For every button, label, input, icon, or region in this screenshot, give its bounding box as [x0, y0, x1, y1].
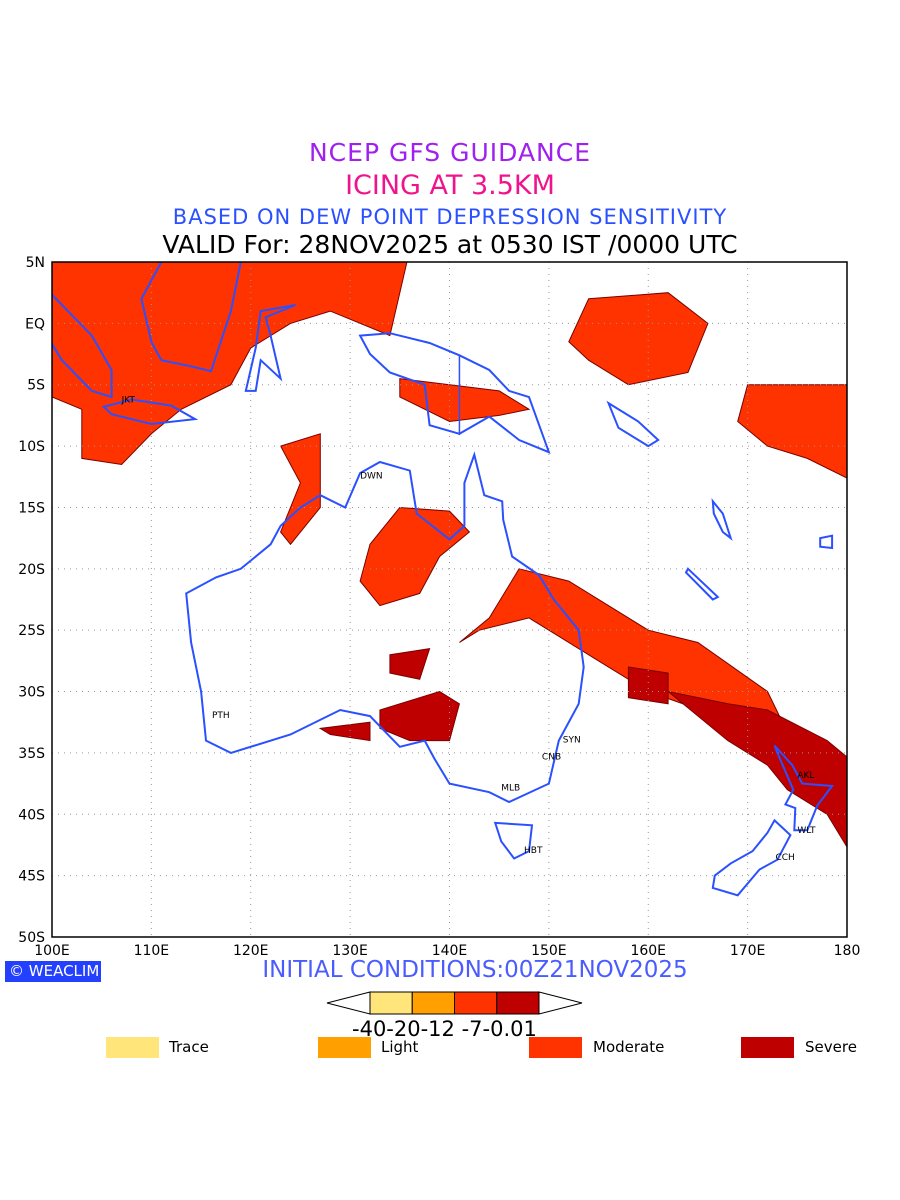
moderate-icing-area — [279, 433, 321, 546]
city-label-cch: CCH — [775, 853, 794, 863]
city-label-mlb: MLB — [501, 783, 520, 793]
fiji-coast — [819, 534, 834, 550]
lat-tick-label: 15S — [18, 500, 45, 516]
vanuatu-coast — [711, 498, 733, 541]
moderate-icing-area — [568, 292, 709, 386]
axis-labels: 100E 110E 120E 130E 140E 150E 160E 170E 180 5N EQ 5… — [18, 255, 860, 959]
city-label-akl: AKL — [797, 771, 814, 781]
lat-tick-label: 45S — [18, 869, 45, 885]
city-label-syn: SYN — [563, 735, 581, 745]
moderate-icing-area — [52, 262, 408, 466]
map-frame — [51, 261, 848, 938]
city-label-wlt: WLT — [797, 826, 816, 836]
lon-tick-label: 180 — [834, 943, 861, 959]
colorbar-low-arrow — [326, 991, 371, 1015]
nz-north-island-coast — [773, 744, 834, 832]
title-valid-time: VALID For: 28NOV2025 at 0530 IST /0000 U… — [162, 230, 738, 259]
moderate-icing-area — [359, 506, 471, 607]
title-product: ICING AT 3.5KM — [345, 170, 555, 201]
title-model: NCEP GFS GUIDANCE — [308, 138, 591, 167]
city-label-pth: PTH — [212, 711, 230, 721]
lat-tick-label: 25S — [18, 623, 45, 639]
lat-tick-label: EQ — [25, 316, 45, 332]
colorbar-high-arrow — [538, 991, 583, 1015]
borneo-coast — [140, 262, 242, 373]
legend-swatch-trace — [106, 1037, 159, 1058]
lon-tick-label: 170E — [730, 943, 766, 959]
legend-label-light: Light — [381, 1038, 419, 1056]
weaclim-logo: © WEACLIM — [5, 961, 101, 982]
severe-icing-area — [627, 666, 669, 705]
legend-label-moderate: Moderate — [593, 1038, 665, 1056]
lat-tick-label: 5N — [26, 255, 45, 271]
lat-tick-label: 35S — [18, 746, 45, 762]
city-label-hbt: HBT — [524, 846, 543, 856]
city-label-cnb: CNB — [542, 753, 561, 763]
australia-coast — [185, 451, 585, 804]
severe-icing-area — [379, 690, 460, 742]
lon-tick-label: 150E — [531, 943, 567, 959]
colorbar-box — [369, 991, 413, 1015]
java-coast — [101, 398, 199, 426]
moderate-icing-area — [399, 378, 531, 423]
sulawesi-coast — [244, 304, 296, 392]
lon-tick-label: 120E — [233, 943, 269, 959]
colorbar-labels: -40-20-12 -7-0.01 — [352, 1017, 537, 1041]
graticule — [52, 262, 847, 937]
lat-tick-label: 20S — [18, 562, 45, 578]
tasmania-coast — [493, 821, 534, 860]
new-caledonia-coast — [684, 567, 720, 601]
city-label-jkt: JKT — [121, 395, 136, 405]
lon-tick-label: 100E — [34, 943, 70, 959]
colorbar — [326, 991, 583, 1015]
title-method: BASED ON DEW POINT DEPRESSION SENSITIVIT… — [172, 205, 728, 229]
colorbar-box — [496, 991, 540, 1015]
lat-tick-label: 50S — [18, 930, 45, 946]
coastlines — [52, 262, 834, 897]
city-label-dwn: DWN — [360, 472, 383, 482]
colorbar-box — [411, 991, 455, 1015]
new-guinea-coast — [358, 332, 551, 454]
sumatra-coast — [52, 293, 113, 399]
lat-tick-label: 5S — [27, 378, 45, 394]
moderate-icing-area — [737, 384, 847, 479]
lon-tick-label: 140E — [432, 943, 468, 959]
lat-tick-label: 10S — [18, 439, 45, 455]
logo-text: WEACLIM — [28, 962, 100, 980]
severe-icing-area — [389, 647, 431, 680]
lon-tick-label: 160E — [630, 943, 666, 959]
icing-areas — [52, 262, 847, 849]
severe-icing-area — [667, 691, 847, 849]
lon-tick-label: 130E — [332, 943, 368, 959]
legend-label-severe: Severe — [805, 1038, 857, 1056]
legend-swatch-severe — [741, 1037, 794, 1058]
colorbar-box — [454, 991, 498, 1015]
severe-icing-area — [318, 721, 371, 742]
lat-tick-label: 40S — [18, 807, 45, 823]
lat-tick-label: 30S — [18, 685, 45, 701]
initial-conditions: INITIAL CONDITIONS:00Z21NOV2025 — [262, 957, 688, 983]
solomon-islands-coast — [606, 400, 660, 448]
legend-swatch-light — [318, 1037, 371, 1058]
legend-label-trace: Trace — [169, 1038, 209, 1056]
nz-south-island-coast — [711, 818, 792, 897]
lon-tick-label: 110E — [134, 943, 170, 959]
legend-swatch-moderate — [529, 1037, 582, 1058]
